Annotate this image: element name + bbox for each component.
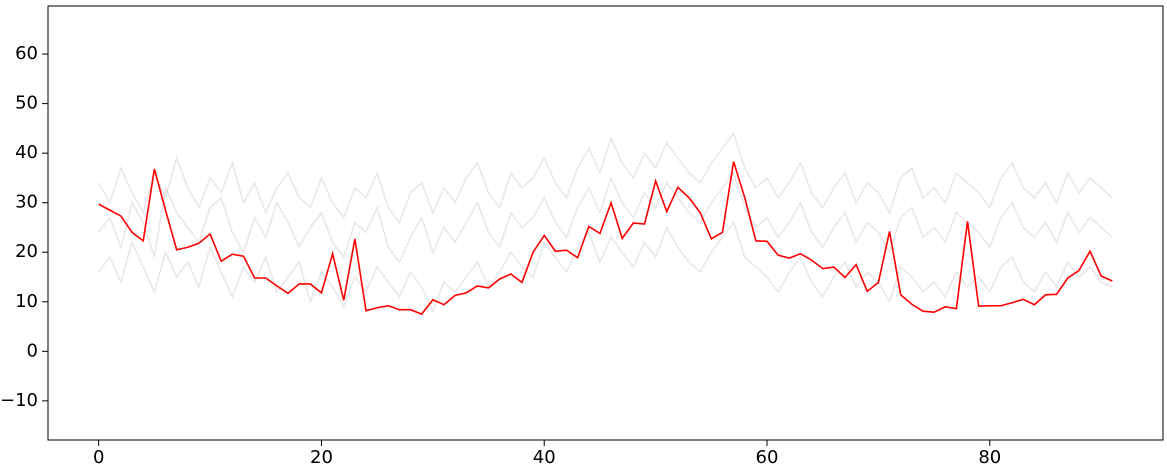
y-tick-label: 20 <box>15 241 38 262</box>
plot-frame <box>47 5 1164 441</box>
x-tick-label: 60 <box>756 447 779 468</box>
y-tick-label: 30 <box>15 192 38 213</box>
x-tick-label: 80 <box>978 447 1001 468</box>
series-line <box>97 131 1113 225</box>
series-line <box>98 220 1113 314</box>
series-line <box>98 161 1113 316</box>
y-tick-label: 10 <box>15 291 38 312</box>
y-tick-label: 60 <box>15 43 38 64</box>
x-tick-label: 0 <box>93 447 104 468</box>
y-tick-label: 50 <box>15 93 38 114</box>
y-tick-label: −10 <box>0 390 38 411</box>
y-tick-label: 40 <box>15 142 38 163</box>
series-line <box>98 171 1113 264</box>
x-tick-label: 20 <box>310 447 333 468</box>
x-tick-label: 40 <box>533 447 556 468</box>
y-tick-label: 0 <box>27 340 38 361</box>
